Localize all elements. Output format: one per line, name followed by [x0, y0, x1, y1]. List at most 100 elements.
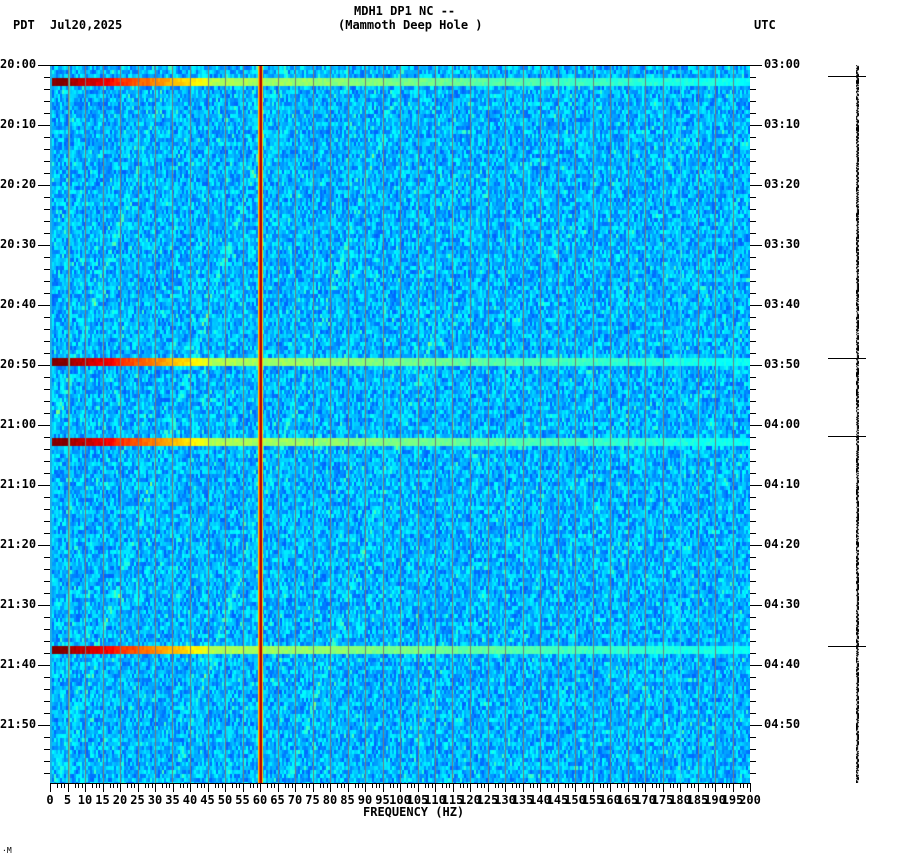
y-tick-right — [750, 137, 756, 138]
y-tick-right — [750, 209, 756, 210]
x-tick — [277, 783, 279, 792]
y-tick-right — [750, 449, 756, 450]
x-tick-label: 75 — [305, 793, 320, 807]
x-tick — [85, 783, 86, 792]
x-tick-label: 60 — [252, 793, 268, 807]
y-tick-left — [44, 389, 50, 390]
y-tick-right — [750, 497, 756, 498]
x-tick — [302, 783, 303, 788]
y-tick-right — [750, 89, 756, 90]
x-tick — [57, 783, 58, 788]
x-tick-label: 130 — [494, 793, 516, 807]
x-tick — [645, 783, 646, 792]
x-tick — [533, 783, 534, 788]
y-tick-label-left: 21:20 — [0, 537, 37, 551]
x-tick-label: 140 — [529, 793, 551, 807]
x-tick — [554, 783, 555, 788]
y-tick-right — [750, 401, 756, 402]
x-tick — [312, 783, 314, 792]
y-tick-right — [750, 149, 756, 150]
y-tick-right — [750, 485, 762, 486]
x-tick-label: 70 — [287, 793, 303, 807]
x-tick — [690, 783, 692, 788]
x-tick-label: 100 — [389, 793, 411, 807]
y-tick-right — [750, 365, 762, 366]
x-tick — [620, 783, 622, 788]
y-tick-right — [750, 221, 756, 222]
y-tick-label-right: 03:10 — [764, 117, 801, 131]
x-tick — [200, 783, 202, 788]
x-tick — [361, 783, 363, 788]
x-tick-label: 15 — [95, 793, 110, 807]
x-tick — [652, 783, 653, 788]
x-tick — [676, 783, 678, 788]
x-tick — [410, 783, 412, 788]
x-tick — [424, 783, 426, 788]
x-tick-label: 85 — [340, 793, 355, 807]
x-tick — [242, 783, 244, 792]
x-tick — [207, 783, 209, 792]
y-tick-left — [44, 533, 50, 534]
x-tick-label: 160 — [599, 793, 621, 807]
corner-mark: ·M — [2, 846, 12, 855]
x-tick — [550, 783, 552, 788]
x-tick — [459, 783, 461, 788]
y-tick-right — [750, 437, 756, 438]
x-tick — [536, 783, 538, 788]
y-tick-left — [44, 581, 50, 582]
x-tick-label: 20 — [112, 793, 128, 807]
x-tick — [120, 783, 121, 792]
x-tick — [102, 783, 104, 792]
x-tick — [722, 783, 723, 788]
y-tick-right — [750, 77, 756, 78]
x-tick — [606, 783, 608, 788]
y-tick-left — [44, 281, 50, 282]
x-tick — [547, 783, 548, 788]
x-tick — [218, 783, 219, 788]
y-tick-right — [750, 353, 756, 354]
y-tick-left — [38, 485, 50, 486]
x-tick — [396, 783, 398, 788]
x-tick — [592, 783, 594, 792]
x-tick — [417, 783, 419, 792]
y-tick-right — [750, 413, 756, 414]
y-tick-right — [750, 269, 756, 270]
y-tick-left — [44, 773, 50, 774]
x-tick — [99, 783, 100, 788]
x-tick — [694, 783, 695, 788]
x-tick-label: 80 — [322, 793, 338, 807]
y-tick-left — [44, 401, 50, 402]
y-tick-right — [750, 509, 756, 510]
y-tick-left — [44, 317, 50, 318]
x-tick — [715, 783, 716, 792]
y-tick-right — [750, 257, 756, 258]
x-tick — [67, 783, 69, 792]
y-tick-left — [44, 209, 50, 210]
y-tick-right — [750, 665, 762, 666]
x-tick — [452, 783, 454, 792]
y-tick-left — [38, 185, 50, 186]
x-tick — [400, 783, 401, 792]
x-tick-label: 190 — [704, 793, 726, 807]
y-tick-label-right: 04:30 — [764, 597, 801, 611]
y-tick-left — [38, 305, 50, 306]
x-tick — [169, 783, 170, 788]
y-tick-label-right: 04:00 — [764, 417, 801, 431]
y-tick-label-right: 04:50 — [764, 717, 801, 731]
x-tick — [428, 783, 429, 788]
x-tick-label: 150 — [564, 793, 586, 807]
x-tick — [501, 783, 503, 788]
x-tick-label: 65 — [270, 793, 285, 807]
x-tick — [515, 783, 517, 788]
y-tick-right — [750, 749, 756, 750]
x-tick — [494, 783, 496, 788]
x-tick — [466, 783, 468, 788]
y-tick-label-left: 20:50 — [0, 357, 37, 371]
x-tick-label: 90 — [357, 793, 373, 807]
y-tick-left — [44, 617, 50, 618]
x-tick — [330, 783, 331, 792]
x-tick — [358, 783, 359, 788]
event-marker-line — [828, 436, 866, 437]
x-tick — [270, 783, 272, 788]
x-tick — [162, 783, 163, 788]
